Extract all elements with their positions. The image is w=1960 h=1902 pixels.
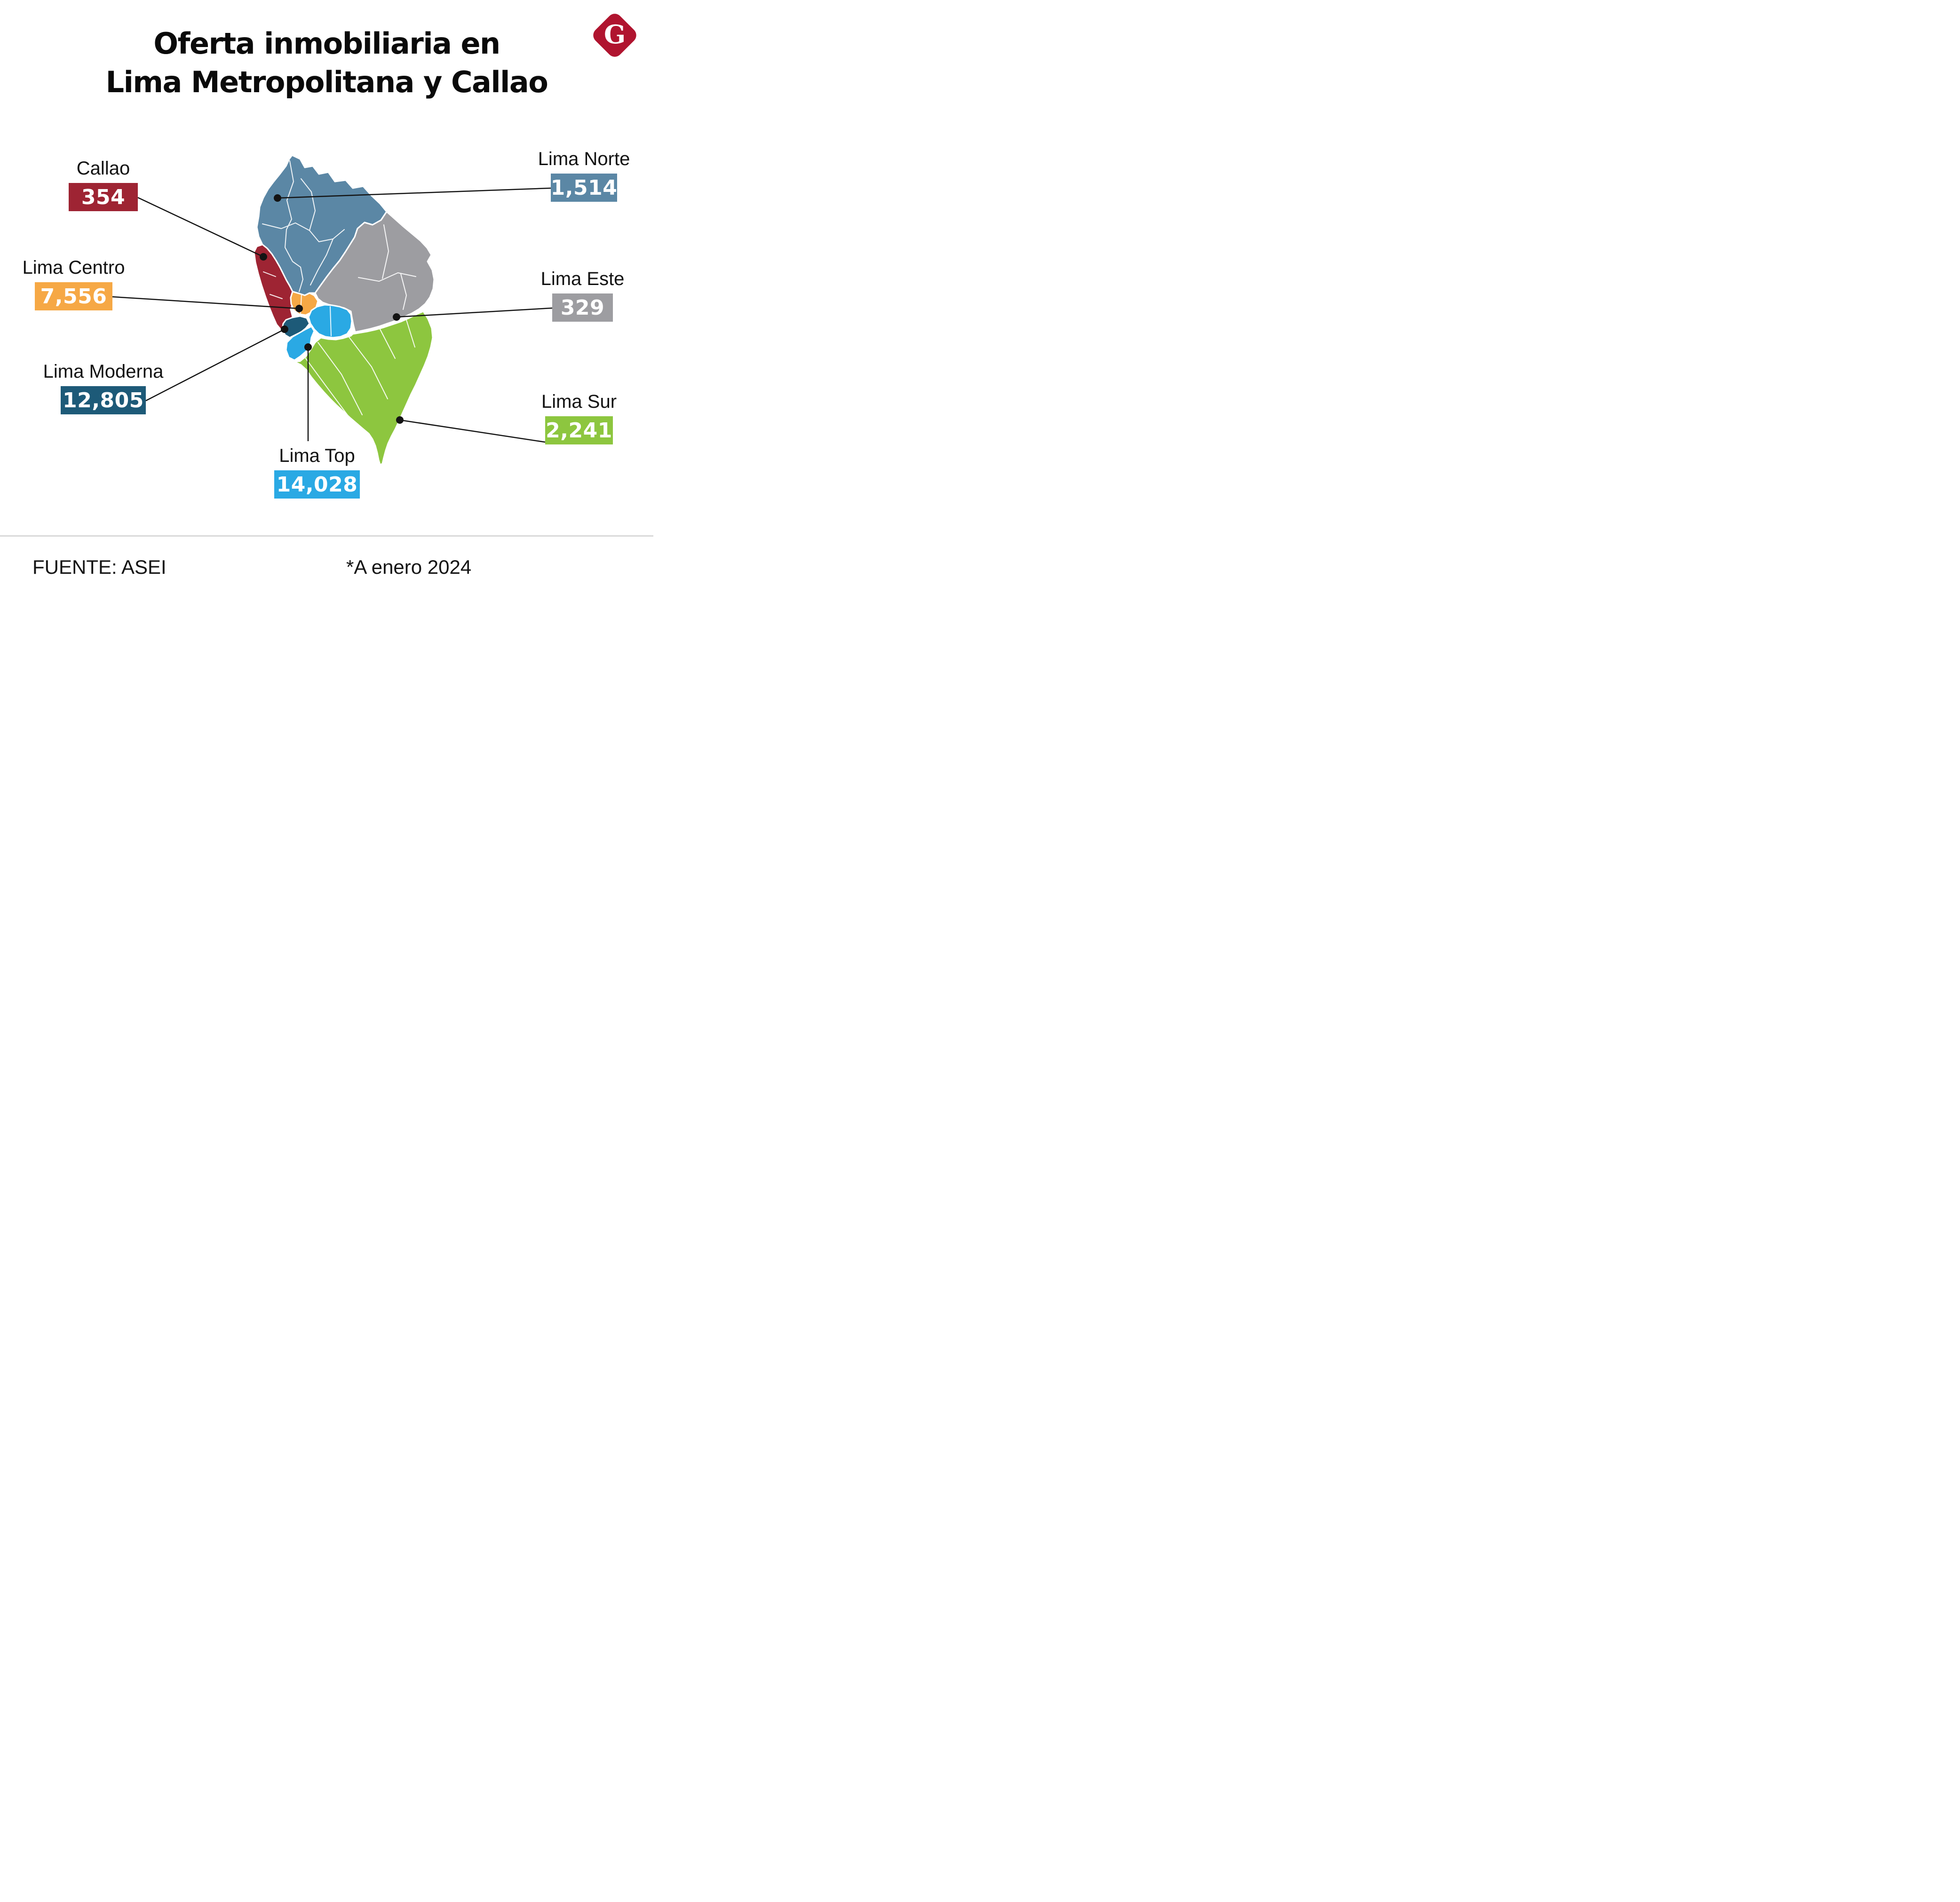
- leader-line-lima-norte: [277, 187, 551, 199]
- map-region-lima-top-coast: [285, 325, 315, 361]
- region-value-lima-centro: 7,556: [35, 282, 112, 310]
- region-label-lima-este: Lima Este: [540, 269, 625, 289]
- district-lines-top: [330, 306, 332, 336]
- logo-letter-g: G: [603, 19, 626, 49]
- footer-source: FUENTE: ASEI: [32, 556, 167, 578]
- map-dot-callao: [260, 253, 267, 261]
- region-label-lima-sur: Lima Sur: [541, 391, 617, 412]
- district-lines-sur: [302, 317, 415, 420]
- region-label-lima-moderna: Lima Moderna: [43, 361, 164, 382]
- footer-note: *A enero 2024: [346, 556, 472, 578]
- map-region-lima-moderna: [281, 315, 310, 339]
- leader-line-lima-este: [396, 307, 553, 318]
- region-label-lima-top: Lima Top: [279, 445, 355, 466]
- map-dot-lima-top: [304, 343, 312, 351]
- gestion-logo: G: [590, 10, 640, 60]
- callout-lima-centro: Lima Centro 7,556: [23, 256, 125, 310]
- district-lines-norte: [262, 160, 345, 292]
- callout-lima-moderna: Lima Moderna 12,805: [43, 360, 163, 414]
- region-label-lima-centro: Lima Centro: [22, 257, 125, 278]
- callout-lima-sur: Lima Sur 2,241: [541, 390, 617, 444]
- leader-line-lima-sur: [399, 419, 546, 443]
- region-value-lima-este: 329: [552, 293, 613, 322]
- map-dot-lima-norte: [274, 194, 281, 202]
- page-title: Oferta inmobiliaria en Lima Metropolitan…: [0, 24, 653, 102]
- region-value-lima-norte: 1,514: [551, 174, 617, 202]
- callout-callao: Callao 354: [69, 157, 138, 211]
- region-label-lima-norte: Lima Norte: [538, 149, 630, 169]
- lima-map: [112, 154, 553, 466]
- leader-line-lima-centro: [112, 296, 300, 309]
- leader-line-callao: [137, 197, 264, 258]
- callout-lima-este: Lima Este 329: [541, 267, 624, 322]
- map-dot-lima-sur: [396, 416, 404, 424]
- map-dot-lima-centro: [295, 305, 303, 312]
- region-value-lima-moderna: 12,805: [61, 386, 146, 414]
- map-dot-lima-este: [393, 313, 400, 321]
- callout-lima-top: Lima Top 14,028: [274, 444, 360, 499]
- infographic-canvas: Oferta inmobiliaria en Lima Metropolitan…: [0, 0, 653, 634]
- footer-divider: [0, 535, 653, 537]
- title-line1: Oferta inmobiliaria en: [153, 26, 500, 61]
- region-label-callao: Callao: [76, 158, 130, 179]
- map-dot-lima-moderna: [281, 325, 288, 333]
- callout-lima-norte: Lima Norte 1,514: [538, 147, 630, 202]
- district-lines-callao: [263, 271, 283, 299]
- title-line2: Lima Metropolitana y Callao: [105, 64, 548, 99]
- region-value-lima-sur: 2,241: [545, 416, 613, 444]
- region-value-callao: 354: [69, 183, 138, 211]
- district-lines-este: [358, 224, 416, 310]
- region-value-lima-top: 14,028: [274, 470, 360, 499]
- leader-line-lima-moderna: [145, 328, 285, 402]
